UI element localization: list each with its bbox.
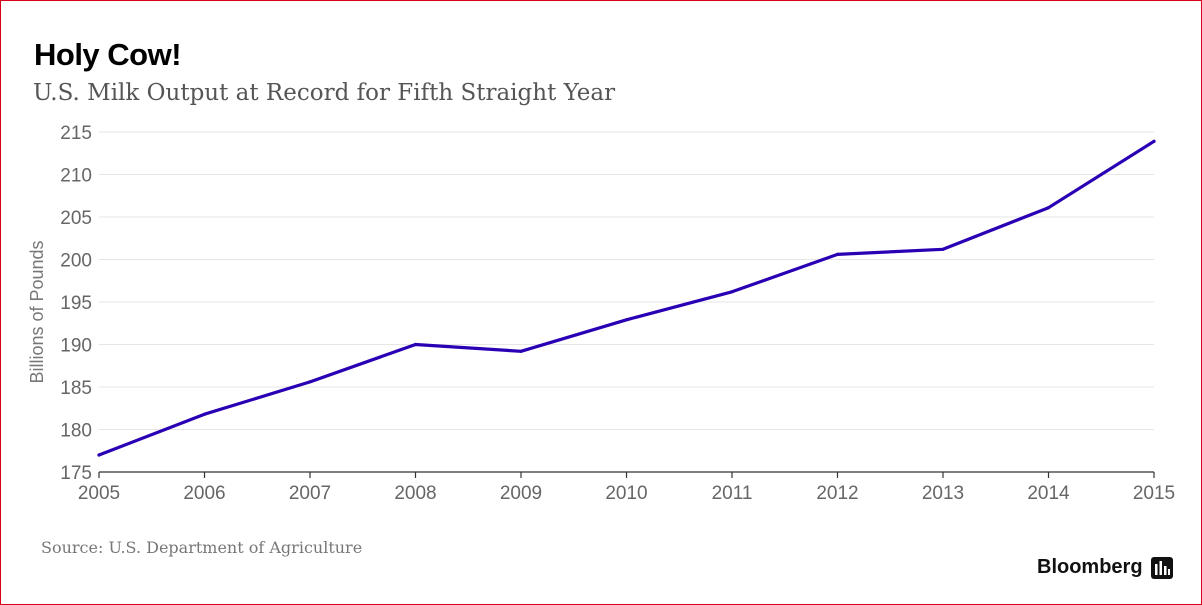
chart-title: Holy Cow! (34, 37, 182, 72)
gridlines (99, 131, 1154, 430)
x-tick-label: 2008 (394, 483, 436, 504)
source-note: Source: U.S. Department of Agriculture (41, 538, 363, 557)
x-tick-label: 2011 (712, 483, 753, 504)
y-tick-label: 185 (60, 378, 92, 399)
data-point (730, 290, 734, 294)
bloomberg-bars-icon (1150, 556, 1173, 579)
y-axis-label: Billions of Pounds (27, 240, 47, 383)
y-tick-label: 180 (60, 421, 92, 442)
brand-name: Bloomberg (1037, 556, 1143, 578)
series-line (97, 139, 1156, 457)
data-point (202, 412, 207, 416)
x-tick-label: 2005 (78, 483, 120, 504)
x-tick-label: 2014 (1027, 483, 1070, 504)
x-tick-label: 2013 (922, 483, 964, 504)
y-tick-label: 195 (60, 293, 92, 314)
x-tick-label: 2015 (1133, 483, 1175, 504)
data-point (835, 252, 840, 256)
x-axis: 2005 2006 2007 2008 2009 2010 2011 2012 2013 2014… (78, 471, 1175, 504)
series-layer (97, 139, 1156, 457)
data-point (413, 342, 418, 347)
data-point (1152, 139, 1156, 143)
y-tick-label: 190 (60, 336, 92, 357)
x-tick-label: 2012 (816, 483, 858, 504)
y-tick-label: 215 (60, 123, 92, 144)
data-point (308, 380, 312, 384)
x-tick-label: 2006 (183, 483, 225, 504)
y-tick-label: 210 (60, 166, 92, 187)
x-tick-label: 2009 (500, 483, 542, 504)
y-tick-label: 175 (60, 463, 92, 484)
data-point (97, 453, 101, 457)
x-tick-label: 2010 (605, 483, 647, 504)
data-point (941, 247, 945, 251)
data-point (624, 318, 629, 322)
y-axis: 175 180 185 190 195 200 205 210 215 (60, 123, 92, 484)
data-point (519, 349, 523, 353)
y-tick-label: 205 (60, 208, 92, 229)
data-point (1046, 206, 1051, 210)
x-tick-label: 2007 (289, 483, 331, 504)
y-tick-label: 200 (60, 251, 92, 272)
chart-subtitle: U.S. Milk Output at Record for Fifth Str… (33, 80, 616, 106)
brand-logo: Bloomberg (1037, 556, 1173, 579)
